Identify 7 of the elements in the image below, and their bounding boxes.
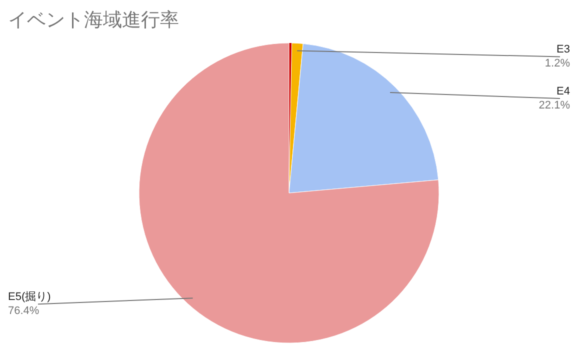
slice-label: E5(掘り) <box>8 291 51 304</box>
data-label: 76.4% <box>8 305 40 318</box>
data-label: 22.1% <box>538 100 570 112</box>
slice-label: E3 <box>556 44 570 56</box>
data-label: 1.2% <box>544 58 570 70</box>
chart-title: イベント海域進行率 <box>8 9 179 31</box>
slice-label: E4 <box>556 86 570 98</box>
